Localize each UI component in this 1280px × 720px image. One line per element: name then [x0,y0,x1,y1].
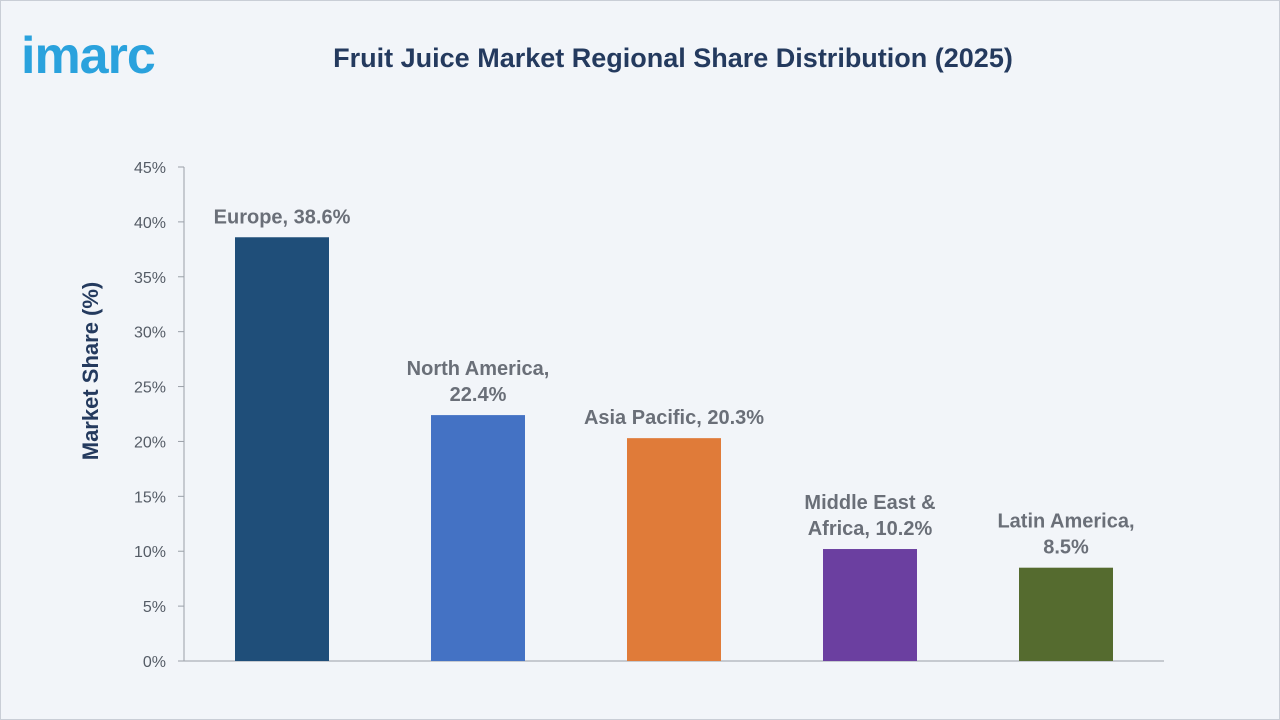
y-tick-label: 45% [134,160,166,177]
bar [431,415,525,661]
data-label: North America, 22.4% [407,358,550,406]
data-label: Europe, 38.6% [214,206,351,228]
y-tick-label: 35% [134,270,166,287]
bars [235,237,1113,661]
data-label: Middle East & Africa, 10.2% [804,492,935,540]
logo-text: imarc [21,27,155,79]
y-tick-label: 15% [134,489,166,506]
bar [627,438,721,661]
data-label: Asia Pacific, 20.3% [584,407,764,429]
bar [235,237,329,661]
chart-title: Fruit Juice Market Regional Share Distri… [333,43,1013,73]
y-tick-label: 40% [134,215,166,232]
imarc-logo: imarc [21,27,156,79]
y-tick-label: 25% [134,380,166,397]
y-tick-label: 0% [143,654,166,671]
bar [1019,567,1113,661]
y-tick-label: 30% [134,325,166,342]
data-label: Latin America, 8.5% [997,511,1134,559]
y-tick-label: 5% [143,599,166,616]
y-axis-title: Market Share (%) [78,282,103,461]
bar [823,549,917,661]
y-tick-label: 20% [134,434,166,451]
data-labels: Europe, 38.6% North America, 22.4% Asia Pac… [214,206,1135,558]
y-axis: 0% 5% 10% 15% 20% 25% 30% 35% 40% 45% [134,160,1164,671]
y-tick-label: 10% [134,544,166,561]
